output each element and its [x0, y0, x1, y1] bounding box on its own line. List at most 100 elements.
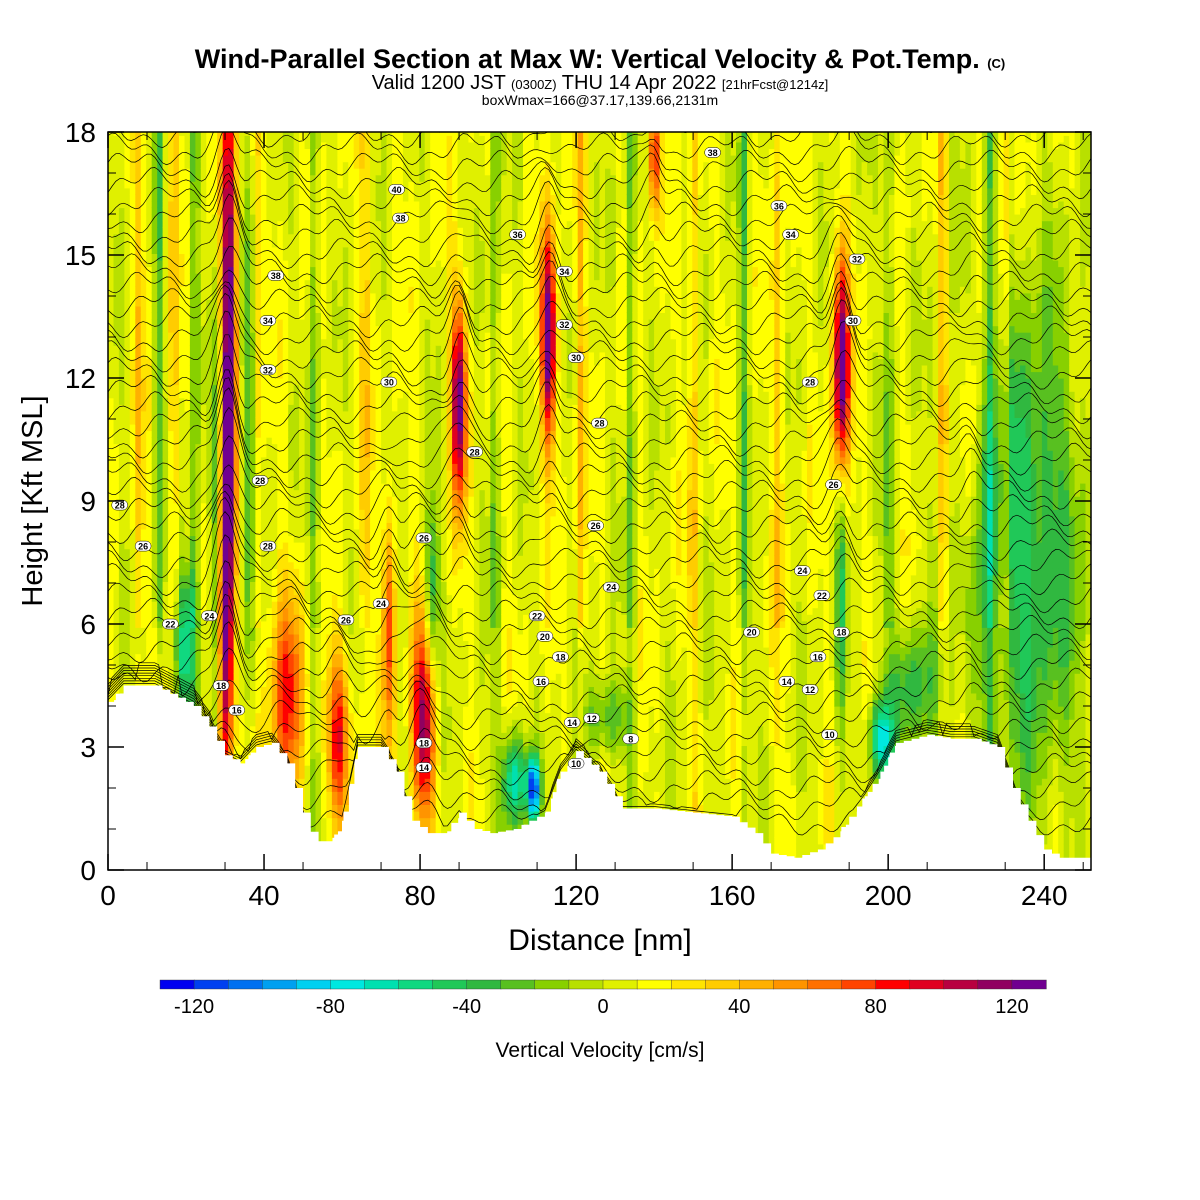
velocity-cell	[250, 141, 257, 149]
velocity-cell	[173, 181, 180, 189]
velocity-cell	[277, 312, 284, 320]
velocity-cell	[310, 338, 317, 346]
velocity-cell	[135, 463, 142, 471]
velocity-cell	[195, 279, 202, 287]
velocity-cell	[135, 509, 142, 517]
velocity-cell	[151, 338, 158, 346]
velocity-cell	[359, 410, 366, 418]
velocity-cell	[353, 351, 360, 359]
velocity-cell	[200, 443, 207, 451]
velocity-cell	[293, 627, 300, 635]
velocity-cell	[304, 633, 311, 641]
chart-title-main: Wind-Parallel Section at Max W: Vertical…	[194, 44, 980, 74]
velocity-cell	[381, 555, 388, 563]
velocity-cell	[271, 233, 278, 241]
velocity-cell	[184, 391, 191, 399]
velocity-cell	[228, 194, 235, 202]
velocity-cell	[331, 292, 338, 300]
velocity-cell	[151, 483, 158, 491]
velocity-cell	[310, 332, 317, 340]
velocity-cell	[293, 699, 300, 707]
velocity-cell	[146, 200, 153, 209]
velocity-cell	[326, 679, 333, 687]
velocity-cell	[304, 187, 311, 195]
velocity-cell	[124, 214, 131, 222]
velocity-cell	[364, 332, 371, 340]
velocity-cell	[370, 587, 377, 596]
velocity-cell	[277, 443, 284, 451]
velocity-cell	[315, 587, 322, 596]
velocity-cell	[250, 443, 257, 451]
velocity-cell	[271, 292, 278, 300]
velocity-cell	[206, 417, 213, 425]
velocity-cell	[250, 397, 257, 405]
velocity-cell	[239, 266, 246, 274]
velocity-cell	[321, 378, 328, 386]
velocity-cell	[228, 528, 235, 537]
velocity-cell	[304, 535, 311, 543]
velocity-cell	[239, 555, 246, 563]
velocity-cell	[288, 378, 295, 386]
velocity-cell	[299, 751, 306, 760]
velocity-cell	[168, 384, 175, 392]
velocity-cell	[118, 614, 125, 622]
velocity-cell	[244, 443, 251, 451]
velocity-cell	[124, 647, 131, 655]
chart-subtitle: Valid 1200 JST (0300Z) THU 14 Apr 2022 […	[0, 72, 1200, 95]
velocity-cell	[228, 476, 235, 484]
velocity-cell	[386, 332, 393, 340]
velocity-cell	[124, 246, 131, 254]
velocity-cell	[370, 489, 377, 497]
velocity-cell	[184, 692, 191, 701]
velocity-cell	[217, 548, 224, 556]
velocity-cell	[250, 692, 257, 701]
velocity-cell	[315, 758, 322, 766]
velocity-cell	[200, 673, 207, 681]
velocity-cell	[353, 568, 360, 576]
velocity-cell	[375, 378, 382, 386]
velocity-cell	[337, 555, 344, 563]
velocity-cell	[157, 469, 164, 477]
velocity-cell	[326, 168, 333, 176]
velocity-cell	[168, 325, 175, 333]
velocity-cell	[321, 640, 328, 648]
velocity-cell	[337, 725, 344, 733]
velocity-cell	[353, 364, 360, 373]
velocity-cell	[293, 561, 300, 569]
velocity-cell	[337, 141, 344, 149]
velocity-cell	[299, 227, 306, 235]
velocity-cell	[173, 555, 180, 563]
velocity-cell	[168, 132, 175, 136]
velocity-cell	[108, 653, 115, 661]
velocity-cell	[293, 443, 300, 451]
velocity-cell	[200, 502, 207, 510]
velocity-cell	[228, 214, 235, 222]
velocity-cell	[211, 528, 218, 537]
velocity-cell	[342, 633, 349, 641]
velocity-cell	[140, 469, 147, 477]
velocity-cell	[348, 489, 355, 497]
velocity-cell	[173, 614, 180, 622]
velocity-cell	[255, 581, 262, 589]
velocity-cell	[113, 496, 120, 504]
velocity-cell	[211, 640, 218, 648]
velocity-cell	[239, 187, 246, 195]
velocity-cell	[304, 476, 311, 484]
velocity-cell	[337, 155, 344, 163]
velocity-cell	[353, 653, 360, 661]
velocity-cell	[353, 155, 360, 163]
velocity-cell	[321, 784, 328, 792]
velocity-cell	[348, 351, 355, 359]
velocity-cell	[337, 378, 344, 386]
velocity-cell	[129, 502, 136, 510]
velocity-cell	[222, 738, 229, 746]
velocity-cell	[364, 627, 371, 635]
velocity-cell	[179, 522, 186, 530]
velocity-cell	[288, 305, 295, 313]
velocity-cell	[271, 706, 278, 714]
velocity-cell	[381, 456, 388, 464]
velocity-cell	[113, 673, 120, 681]
velocity-cell	[266, 266, 273, 274]
velocity-cell	[189, 535, 196, 543]
velocity-cell	[135, 502, 142, 510]
